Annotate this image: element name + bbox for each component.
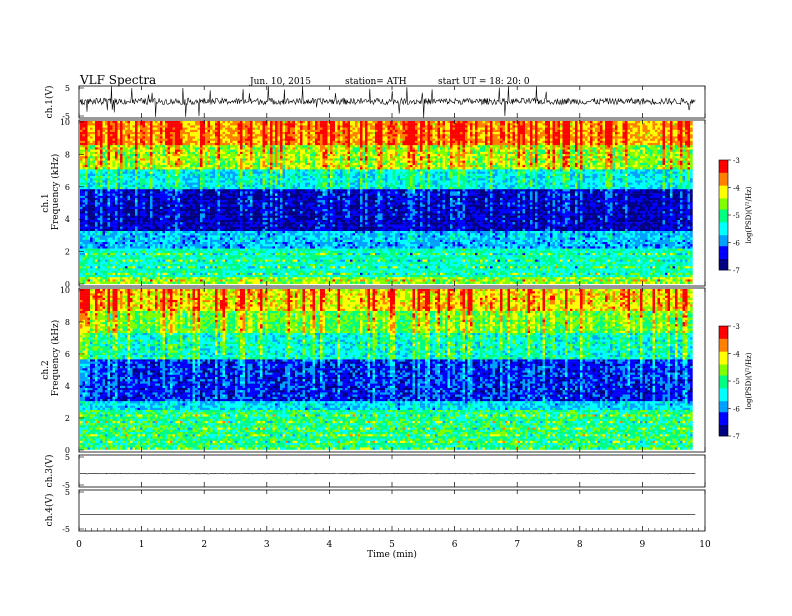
ch1-colorbar-tick-label: -3 bbox=[733, 157, 740, 165]
ch2-colorbar-swatch bbox=[719, 394, 728, 396]
ch2-colorbar-swatch bbox=[719, 421, 728, 423]
ch4_wave-ytick-bottom: -5 bbox=[62, 525, 70, 534]
ch1-colorbar-swatch bbox=[719, 184, 728, 186]
ch2-spectrogram bbox=[80, 289, 693, 450]
vlf-chart-svg: VLF Spectra Jun. 10, 2015 station= ATH s… bbox=[0, 0, 792, 612]
ch2_spec-ytick-8: 8 bbox=[65, 318, 70, 327]
ch1_spec-ytick-10: 10 bbox=[60, 118, 70, 127]
ch1-colorbar-swatch bbox=[719, 200, 728, 202]
ch2-colorbar: -3 -4 -5 -6 -7 log(PSD)(V²/Hz) bbox=[719, 323, 753, 441]
ch2_spec-ytick-2: 2 bbox=[65, 414, 70, 423]
ch1-colorbar-swatch bbox=[719, 178, 728, 180]
ch2-colorbar-swatch bbox=[719, 416, 728, 418]
ch1-colorbar: -3 -4 -5 -6 -7 log(PSD)(V²/Hz) bbox=[719, 157, 753, 275]
x-tick-label: 2 bbox=[201, 540, 207, 550]
ch1-colorbar-swatch bbox=[719, 222, 728, 224]
start-time-label: start UT = 18: 20: 0 bbox=[438, 77, 530, 87]
ch2_spec-ytick-6: 6 bbox=[65, 350, 70, 359]
ch1-colorbar-swatch bbox=[719, 195, 728, 197]
ch1-spec-ylabel-quantity: Frequency (kHz) bbox=[50, 154, 61, 231]
ch1-colorbar-swatch bbox=[719, 266, 728, 268]
ch2-colorbar-swatch bbox=[719, 410, 728, 412]
ch4_wave-ytick-top: 5 bbox=[65, 488, 70, 497]
ch1-colorbar-swatch bbox=[719, 167, 728, 169]
ch3-waveform-line bbox=[80, 473, 695, 474]
figure-title: VLF Spectra bbox=[79, 73, 156, 87]
x-tick-label: 3 bbox=[264, 540, 270, 550]
ch1-colorbar-swatch bbox=[719, 239, 728, 241]
ch1-colorbar-swatch bbox=[719, 261, 728, 263]
ch1-colorbar-swatch bbox=[719, 162, 728, 164]
x-tick-label: 1 bbox=[139, 540, 145, 550]
ch2-colorbar-swatch bbox=[719, 361, 728, 363]
ch1-colorbar-swatch bbox=[719, 250, 728, 252]
ch1-colorbar-swatch bbox=[719, 217, 728, 219]
x-tick-label: 5 bbox=[389, 540, 395, 550]
ch2-colorbar-swatch bbox=[719, 328, 728, 330]
station-label: station= ATH bbox=[345, 77, 407, 87]
ch1-colorbar-label: log(PSD)(V²/Hz) bbox=[745, 186, 753, 243]
ch1-colorbar-tick-label: -6 bbox=[733, 240, 740, 248]
ch1-spec-ylabel-channel: ch.1 bbox=[41, 193, 51, 212]
ch1-colorbar-swatch bbox=[719, 189, 728, 191]
x-tick-label: 8 bbox=[577, 540, 583, 550]
ch2-colorbar-swatch bbox=[719, 350, 728, 352]
ch2-colorbar-tick-label: -3 bbox=[733, 323, 740, 331]
ch2-colorbar-tick-label: -4 bbox=[733, 351, 740, 359]
ch1-waveform-line bbox=[80, 86, 695, 118]
ch1-colorbar-swatch bbox=[719, 206, 728, 208]
ch2-colorbar-tick-label: -5 bbox=[733, 378, 740, 386]
ch1-colorbar-swatch bbox=[719, 211, 728, 213]
ch2-colorbar-swatch bbox=[719, 344, 728, 346]
x-tick-label: 6 bbox=[452, 540, 458, 550]
ch4-wave-ylabel: ch.4(V) bbox=[44, 494, 55, 527]
ch1-spectrogram bbox=[80, 121, 693, 284]
ch2_spec-ytick-0: 0 bbox=[65, 446, 70, 455]
ch2-colorbar-swatch bbox=[719, 388, 728, 390]
ch2-colorbar-swatch bbox=[719, 333, 728, 335]
ch2-colorbar-swatch bbox=[719, 399, 728, 401]
ch2-colorbar-tick-label: -6 bbox=[733, 406, 740, 414]
ch3-wave-ylabel: ch.3(V) bbox=[44, 455, 55, 488]
ch2-spec-ylabel-quantity: Frequency (kHz) bbox=[50, 320, 61, 397]
x-tick-label: 0 bbox=[76, 540, 82, 550]
ch2-colorbar-swatch bbox=[719, 355, 728, 357]
x-tick-label: 10 bbox=[699, 540, 711, 550]
vlf-figure: VLF Spectra Jun. 10, 2015 station= ATH s… bbox=[0, 0, 792, 612]
ch2-colorbar-label: log(PSD)(V²/Hz) bbox=[745, 352, 753, 409]
ch2_spec-ytick-4: 4 bbox=[65, 382, 70, 391]
ch1-colorbar-tick-label: -4 bbox=[733, 185, 740, 193]
ch1-wave-ylabel: ch.1(V) bbox=[44, 86, 55, 119]
ch1_spec-ytick-6: 6 bbox=[65, 183, 70, 192]
ch2-spec-ylabel-channel: ch.2 bbox=[41, 360, 51, 379]
ch2-colorbar-swatch bbox=[719, 383, 728, 385]
ch1-colorbar-tick-label: -5 bbox=[733, 212, 740, 220]
ch1_spec-ytick-2: 2 bbox=[65, 248, 70, 257]
ch2-colorbar-swatch bbox=[719, 427, 728, 429]
ch2-colorbar-swatch bbox=[719, 339, 728, 341]
ch2-colorbar-tick-label: -7 bbox=[733, 433, 740, 441]
ch4-wave-frame bbox=[79, 490, 705, 531]
ch1-colorbar-swatch bbox=[719, 233, 728, 235]
ch2-colorbar-swatch bbox=[719, 405, 728, 407]
ch2-colorbar-swatch bbox=[719, 366, 728, 368]
x-tick-label: 4 bbox=[327, 540, 333, 550]
ch2-colorbar-swatch bbox=[719, 432, 728, 434]
ch1-colorbar-swatch bbox=[719, 255, 728, 257]
ch1_spec-ytick-4: 4 bbox=[65, 215, 70, 224]
x-tick-label: 9 bbox=[640, 540, 646, 550]
ch1-colorbar-swatch bbox=[719, 244, 728, 246]
x-tick-label: 7 bbox=[514, 540, 520, 550]
ch1-colorbar-tick-label: -7 bbox=[733, 267, 740, 275]
date-label: Jun. 10, 2015 bbox=[249, 77, 311, 87]
ch1-colorbar-swatch bbox=[719, 173, 728, 175]
ch1_wave-ytick-top: 5 bbox=[65, 84, 70, 93]
ch2-colorbar-swatch bbox=[719, 372, 728, 374]
ch2_spec-ytick-10: 10 bbox=[60, 286, 70, 295]
x-axis-label: Time (min) bbox=[367, 549, 417, 560]
ch1-colorbar-swatch bbox=[719, 228, 728, 230]
ch1_spec-ytick-8: 8 bbox=[65, 150, 70, 159]
ch2-colorbar-swatch bbox=[719, 377, 728, 379]
